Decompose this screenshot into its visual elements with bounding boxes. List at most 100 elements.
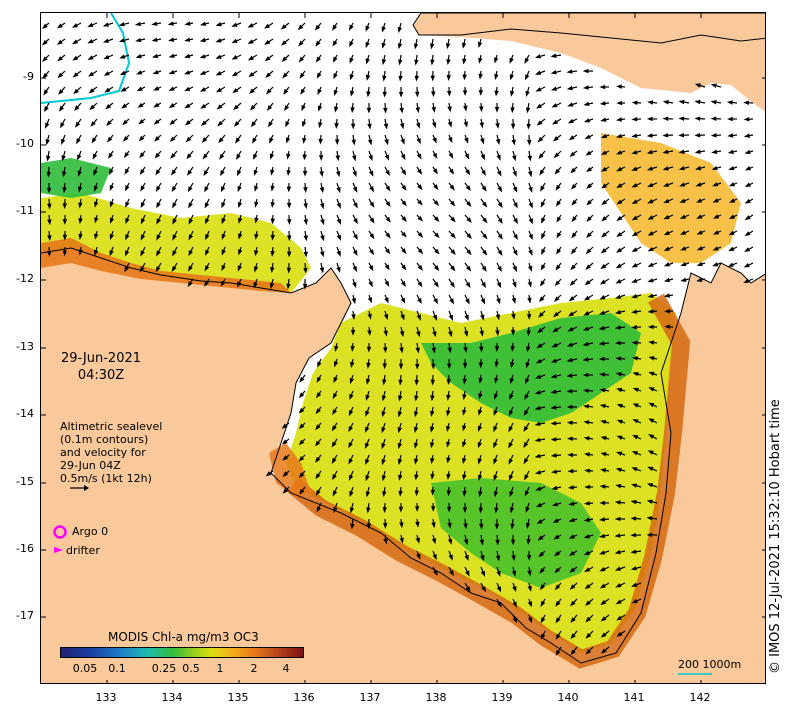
velocity-arrow-head xyxy=(399,107,404,114)
velocity-arrow-head xyxy=(46,171,51,178)
velocity-arrow-head xyxy=(583,118,591,123)
velocity-arrow-head xyxy=(496,570,501,577)
velocity-arrow-head xyxy=(384,297,389,304)
velocity-arrow-head xyxy=(61,138,66,145)
velocity-arrow-head xyxy=(432,137,437,144)
latitude-tick-label: -13 xyxy=(16,340,34,353)
velocity-arrow-head xyxy=(221,233,226,241)
velocity-arrow-head xyxy=(496,586,502,593)
velocity-arrow-head xyxy=(120,87,127,92)
velocity-arrow-head xyxy=(584,295,590,301)
velocity-arrow-head xyxy=(102,38,110,43)
velocity-arrow-head xyxy=(447,121,453,128)
velocity-arrow-head xyxy=(416,138,421,145)
velocity-arrow-head xyxy=(417,297,422,305)
velocity-arrow-head xyxy=(534,437,541,443)
velocity-arrow-head xyxy=(493,409,498,417)
velocity-arrow-head xyxy=(479,122,484,129)
velocity-arrow-head xyxy=(694,116,701,121)
velocity-arrow-head xyxy=(631,582,638,587)
velocity-arrow-head xyxy=(286,170,291,177)
velocity-arrow-head xyxy=(679,198,686,203)
velocity-arrow-head xyxy=(631,451,639,456)
velocity-arrow-head xyxy=(430,458,435,465)
latitude-tick-label: -11 xyxy=(16,204,34,217)
velocity-arrow-head xyxy=(367,123,372,130)
velocity-arrow-head xyxy=(728,165,735,171)
velocity-arrow-head xyxy=(237,281,242,288)
velocity-arrow-head xyxy=(567,436,573,442)
velocity-arrow-head xyxy=(334,139,340,146)
velocity-arrow-head xyxy=(352,282,357,289)
velocity-arrow-head xyxy=(480,298,486,305)
velocity-arrow-head xyxy=(680,261,687,267)
velocity-arrow-head xyxy=(550,421,557,426)
velocity-arrow-head xyxy=(598,325,605,331)
velocity-arrow-head xyxy=(497,249,503,256)
velocity-arrow-head xyxy=(616,419,623,425)
velocity-arrow-head xyxy=(448,136,453,144)
velocity-arrow-head xyxy=(728,214,736,220)
velocity-arrow-head xyxy=(430,91,436,98)
velocity-arrow-head xyxy=(600,420,607,425)
velocity-arrow-head xyxy=(509,74,515,81)
velocity-arrow-head xyxy=(527,281,532,288)
velocity-arrow-head xyxy=(446,394,451,401)
velocity-arrow-head xyxy=(124,266,129,273)
velocity-arrow-head xyxy=(535,374,542,379)
velocity-arrow-head xyxy=(480,555,485,562)
velocity-arrow-head xyxy=(270,234,276,241)
velocity-arrow-head xyxy=(477,442,483,449)
velocity-arrow-head xyxy=(568,501,575,506)
velocity-arrow-head xyxy=(140,250,145,257)
latitude-tick-label: -10 xyxy=(16,137,34,150)
velocity-arrow-head xyxy=(199,37,206,43)
velocity-arrow-head xyxy=(478,362,484,369)
velocity-arrow-head xyxy=(678,99,685,105)
velocity-arrow-head xyxy=(465,282,471,289)
velocity-arrow-head xyxy=(583,436,590,441)
velocity-arrow-head xyxy=(352,249,358,257)
velocity-arrow-head xyxy=(631,166,638,171)
velocity-arrow-head xyxy=(303,267,308,274)
velocity-arrow-head xyxy=(349,490,354,498)
velocity-arrow-head xyxy=(678,132,685,138)
velocity-arrow-head xyxy=(462,409,467,416)
velocity-arrow-head xyxy=(397,395,403,402)
velocity-arrow-head xyxy=(662,116,669,122)
velocity-arrow-head xyxy=(663,214,670,220)
velocity-arrow-head xyxy=(334,106,339,113)
velocity-arrow-head xyxy=(512,265,517,273)
velocity-arrow-head xyxy=(365,491,371,498)
velocity-arrow-head xyxy=(646,532,653,538)
velocity-arrow-head xyxy=(270,185,275,192)
velocity-arrow-head xyxy=(366,362,371,369)
velocity-arrow-head xyxy=(552,327,559,333)
velocity-arrow-head xyxy=(204,186,209,193)
velocity-arrow-head xyxy=(525,74,530,81)
velocity-arrow-head xyxy=(630,566,637,571)
velocity-arrow-head xyxy=(584,484,590,490)
velocity-arrow-head xyxy=(353,234,358,241)
velocity-arrow-head xyxy=(108,152,114,159)
velocity-arrow-head xyxy=(449,168,455,175)
velocity-arrow-head xyxy=(566,389,573,394)
velocity-arrow-head xyxy=(351,298,357,305)
velocity-arrow-head xyxy=(540,633,546,640)
velocity-arrow-head xyxy=(493,458,498,465)
velocity-arrow-head xyxy=(680,230,687,235)
velocity-arrow-head xyxy=(540,584,546,591)
velocity-arrow-head xyxy=(109,184,114,192)
velocity-arrow-head xyxy=(599,388,606,393)
velocity-arrow-head xyxy=(93,249,99,256)
velocity-arrow-head xyxy=(555,649,561,656)
velocity-arrow-head xyxy=(417,184,423,191)
velocity-arrow-head xyxy=(616,215,623,221)
velocity-arrow-head xyxy=(550,389,557,394)
velocity-arrow-head xyxy=(303,219,308,226)
velocity-arrow-head xyxy=(349,90,355,97)
velocity-arrow-head xyxy=(368,154,373,162)
velocity-arrow-head xyxy=(433,569,438,576)
velocity-arrow-head xyxy=(384,280,390,287)
velocity-arrow-head xyxy=(320,219,325,226)
